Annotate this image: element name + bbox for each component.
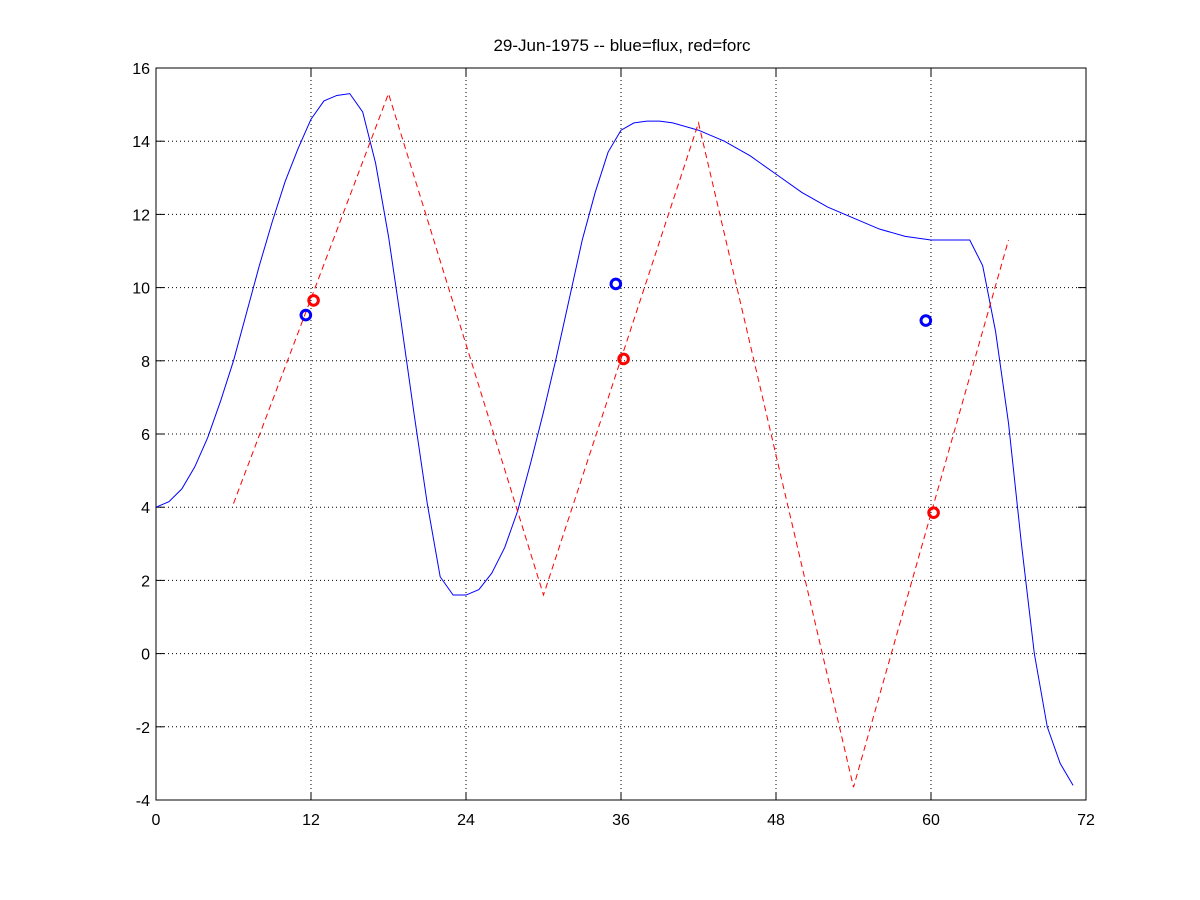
x-tick-label: 0 [152, 812, 161, 829]
x-tick-label: 24 [457, 812, 475, 829]
y-tick-label: 2 [141, 573, 150, 590]
y-tick-label: 12 [132, 207, 150, 224]
forc-marker-point [617, 352, 630, 366]
y-tick-label: -4 [136, 793, 150, 810]
y-tick-label: 16 [132, 61, 150, 78]
forc-marker-point [927, 506, 940, 519]
x-tick-label: 48 [767, 812, 785, 829]
x-tick-label: 60 [922, 812, 940, 829]
forc-series-line [233, 92, 1009, 788]
y-tick-label: 6 [141, 427, 150, 444]
x-tick-label: 36 [612, 812, 630, 829]
flux-marker-point [609, 277, 623, 291]
chart-title: 29-Jun-1975 -- blue=flux, red=forc [493, 36, 751, 55]
flux-series-line [155, 93, 1074, 786]
forc-marker-point [307, 294, 320, 307]
series-group [155, 92, 1074, 788]
flux-marker-point [919, 314, 933, 327]
y-tick-label: -2 [136, 720, 150, 737]
y-tick-label: 8 [141, 354, 150, 371]
y-tick-label: 14 [132, 134, 150, 151]
grid [156, 68, 1086, 800]
marker-group [299, 277, 940, 519]
x-tick-label: 72 [1077, 812, 1095, 829]
y-tick-label: 4 [141, 500, 150, 517]
y-tick-label: 0 [141, 647, 150, 664]
y-tick-label: 10 [132, 281, 150, 298]
flux-marker-point [299, 308, 313, 322]
x-tick-label: 12 [302, 812, 320, 829]
